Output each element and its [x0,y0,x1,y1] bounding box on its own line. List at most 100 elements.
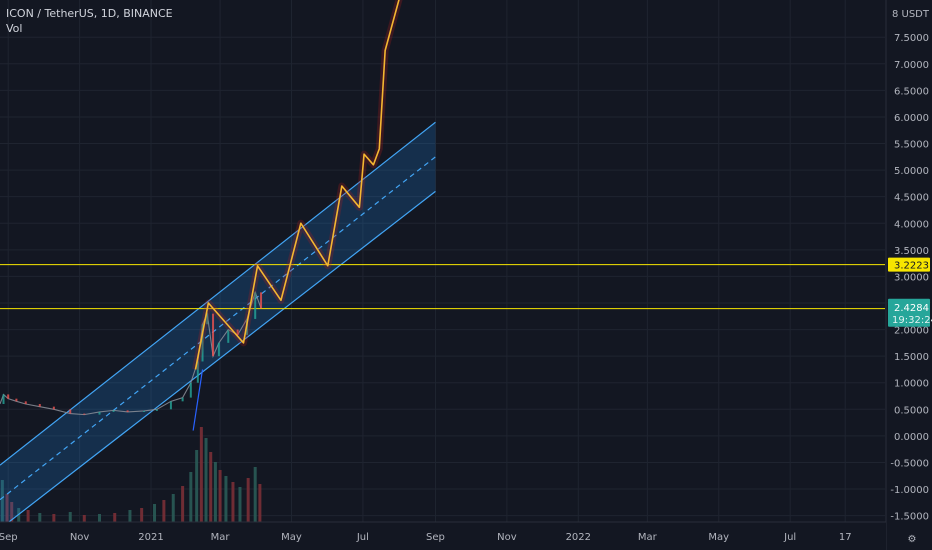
price-tick-label: 6.0000 [894,113,929,124]
time-tick-label: Jul [356,532,369,543]
price-candle [52,406,55,410]
volume-bar [113,513,117,522]
time-tick-label: Sep [426,532,445,543]
price-tick-label: -1.5000 [890,512,929,523]
price-tick-label: 3.5000 [894,246,929,257]
volume-bar [199,427,203,522]
chart-header: ICON / TetherUS, 1D, BINANCE Vol [6,6,173,36]
volume-bar [162,500,166,522]
time-tick-label: May [281,532,302,543]
price-candle [169,401,172,410]
price-candle [142,410,145,412]
volume-bar [140,508,144,522]
price-candle [2,394,5,404]
price-tick-label: 7.5000 [894,33,929,44]
price-tick-label: 7.0000 [894,60,929,71]
volume-bar [253,467,257,522]
price-axis-background [886,0,932,550]
volume-bar [5,494,9,522]
time-tick-label: Mar [211,532,231,543]
price-candle [227,329,230,343]
horizontal-lines[interactable] [0,264,885,310]
time-tick-label: Sep [0,532,18,543]
price-candle [83,413,86,415]
price-tick-label: 0.0000 [894,432,929,443]
price-candle [69,409,72,414]
price-axis[interactable]: 7.5000 7.0000 6.5000 6.0000 5.5000 5.0000 4.50… [885,0,932,550]
last-price-label: 2.4284 [894,303,929,314]
price-tick-label: 4.5000 [894,193,929,204]
volume-bar [224,476,228,522]
volume-bar [52,514,56,522]
price-tick-label: 6.5000 [894,86,929,97]
price-candle [189,382,192,398]
volume-bar [82,515,86,522]
price-candle [217,342,220,357]
price-tick-label: 5.0000 [894,166,929,177]
time-tick-label: Jul [783,532,796,543]
price-tick-label: 3.0000 [894,272,929,283]
volume-bar [209,452,213,522]
time-tick-label: Nov [70,532,90,543]
time-tick-label: Nov [497,532,517,543]
volume-bar [171,494,175,522]
channel-fill [0,122,436,529]
volume-bar [181,486,185,522]
price-tick-label: -0.5000 [890,458,929,469]
volume-bars [0,427,262,522]
volume-bar [26,510,30,522]
volume-bar [10,502,14,522]
price-candle [155,409,158,411]
bar-countdown-label: 19:32:24 [892,315,932,326]
settings-gear-icon[interactable]: ⚙ [908,534,917,545]
volume-bar [128,510,132,522]
hline-price-label-bg [888,257,930,272]
volume-bar [218,470,222,522]
volume-bar [204,438,208,522]
time-axis[interactable]: Sep Nov 2021 Mar May Jul Sep Nov 2022 Mar May Jul 17… [0,521,917,550]
price-candle [206,313,209,325]
regression-channel[interactable] [0,121,436,530]
volume-bar [238,487,242,522]
last-price-badge [888,298,930,327]
symbol-title[interactable]: ICON / TetherUS, 1D, BINANCE [6,7,173,20]
volume-bar [153,504,157,522]
price-candle [112,410,115,412]
time-tick-label: Mar [638,532,658,543]
time-tick-label: 2022 [566,532,591,543]
price-candle [38,403,41,407]
hline-price-label: 3.2223 [894,261,929,272]
projection-line[interactable] [194,0,400,370]
volume-bar [246,478,250,522]
volume-bar [231,482,235,522]
channel-lower-line[interactable] [0,190,436,530]
price-candle [126,410,129,412]
price-candle [201,324,204,362]
price-candle [24,401,27,404]
price-unit-label: 8 USDT [892,9,930,20]
volume-bar [0,480,4,522]
price-candle [7,394,10,399]
price-tick-label: 1.0000 [894,379,929,390]
price-candle [15,398,18,402]
price-candle [260,292,263,309]
chart-grid [0,0,885,522]
time-tick-label: 2021 [138,532,163,543]
price-candle [236,329,239,335]
volume-bar [189,472,193,522]
price-candle [254,292,257,319]
price-candle [196,361,199,383]
channel-upper-line[interactable] [0,121,436,466]
volume-bar [213,462,217,522]
channel-middle-line[interactable] [0,156,436,501]
price-candle [212,313,215,357]
price-candle [98,411,101,415]
volume-bar [38,513,42,522]
projection-path[interactable] [192,0,403,371]
volume-indicator-label[interactable]: Vol [6,22,23,35]
bear-wick-line [192,369,204,431]
price-candle [181,397,184,402]
volume-bar [68,512,72,522]
